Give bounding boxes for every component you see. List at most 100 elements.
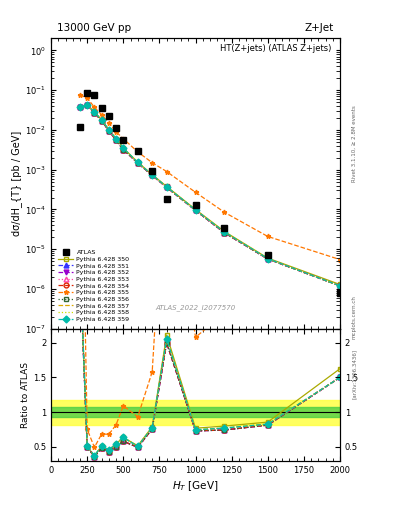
Pythia 6.428 350 bbox=[92, 109, 97, 115]
Pythia 6.428 350 bbox=[107, 127, 111, 133]
Pythia 6.428 352 bbox=[222, 230, 227, 236]
Pythia 6.428 359 bbox=[164, 184, 169, 190]
Pythia 6.428 353 bbox=[107, 127, 111, 134]
Pythia 6.428 350 bbox=[99, 117, 104, 123]
Pythia 6.428 354 bbox=[222, 230, 227, 236]
Pythia 6.428 354 bbox=[114, 137, 118, 143]
Line: ATLAS: ATLAS bbox=[77, 90, 343, 296]
Pythia 6.428 358 bbox=[164, 184, 169, 190]
Pythia 6.428 351 bbox=[114, 137, 118, 143]
Y-axis label: Ratio to ATLAS: Ratio to ATLAS bbox=[21, 362, 30, 428]
ATLAS bbox=[150, 167, 154, 174]
Text: Rivet 3.1.10, ≥ 2.8M events: Rivet 3.1.10, ≥ 2.8M events bbox=[352, 105, 357, 182]
Pythia 6.428 355 bbox=[193, 189, 198, 196]
Pythia 6.428 357 bbox=[85, 102, 90, 108]
Pythia 6.428 352 bbox=[121, 146, 126, 153]
ATLAS bbox=[107, 113, 111, 119]
ATLAS bbox=[114, 125, 118, 132]
Pythia 6.428 357 bbox=[193, 207, 198, 213]
Pythia 6.428 352 bbox=[150, 173, 154, 179]
Pythia 6.428 355 bbox=[121, 136, 126, 142]
Line: Pythia 6.428 359: Pythia 6.428 359 bbox=[77, 102, 342, 288]
Pythia 6.428 355 bbox=[136, 149, 140, 155]
Line: Pythia 6.428 355: Pythia 6.428 355 bbox=[77, 93, 342, 262]
Pythia 6.428 352 bbox=[99, 118, 104, 124]
Line: Pythia 6.428 354: Pythia 6.428 354 bbox=[77, 103, 342, 288]
Pythia 6.428 353 bbox=[222, 230, 227, 236]
Pythia 6.428 353 bbox=[99, 118, 104, 124]
Pythia 6.428 355 bbox=[114, 129, 118, 135]
Pythia 6.428 353 bbox=[78, 104, 83, 111]
Pythia 6.428 356 bbox=[78, 104, 83, 111]
Pythia 6.428 352 bbox=[338, 283, 342, 289]
Pythia 6.428 352 bbox=[114, 137, 118, 143]
Pythia 6.428 357 bbox=[136, 159, 140, 165]
Pythia 6.428 352 bbox=[193, 207, 198, 214]
Pythia 6.428 354 bbox=[136, 160, 140, 166]
Pythia 6.428 359 bbox=[136, 159, 140, 165]
Pythia 6.428 359 bbox=[193, 207, 198, 213]
Pythia 6.428 354 bbox=[150, 173, 154, 179]
Pythia 6.428 352 bbox=[92, 110, 97, 116]
Pythia 6.428 353 bbox=[338, 283, 342, 289]
Pythia 6.428 352 bbox=[85, 102, 90, 108]
Pythia 6.428 350 bbox=[150, 172, 154, 178]
Pythia 6.428 351 bbox=[222, 230, 227, 236]
Pythia 6.428 350 bbox=[114, 136, 118, 142]
Line: Pythia 6.428 358: Pythia 6.428 358 bbox=[80, 105, 340, 286]
Pythia 6.428 355 bbox=[338, 257, 342, 263]
Line: Pythia 6.428 350: Pythia 6.428 350 bbox=[77, 102, 342, 287]
Pythia 6.428 357 bbox=[265, 255, 270, 262]
Legend: ATLAS, Pythia 6.428 350, Pythia 6.428 351, Pythia 6.428 352, Pythia 6.428 353, P: ATLAS, Pythia 6.428 350, Pythia 6.428 35… bbox=[55, 247, 132, 325]
Pythia 6.428 359 bbox=[150, 172, 154, 178]
ATLAS bbox=[78, 124, 83, 130]
Pythia 6.428 355 bbox=[150, 160, 154, 166]
Pythia 6.428 356 bbox=[99, 118, 104, 124]
Line: Pythia 6.428 353: Pythia 6.428 353 bbox=[77, 103, 342, 288]
Pythia 6.428 358 bbox=[222, 229, 227, 235]
Pythia 6.428 357 bbox=[107, 127, 111, 133]
Line: Pythia 6.428 357: Pythia 6.428 357 bbox=[80, 105, 340, 286]
Pythia 6.428 359 bbox=[121, 145, 126, 151]
Pythia 6.428 354 bbox=[107, 127, 111, 134]
Text: Z+Jet: Z+Jet bbox=[305, 23, 334, 33]
Pythia 6.428 351 bbox=[92, 110, 97, 116]
Pythia 6.428 355 bbox=[107, 120, 111, 126]
Pythia 6.428 351 bbox=[85, 102, 90, 108]
Pythia 6.428 357 bbox=[150, 172, 154, 178]
ATLAS bbox=[164, 196, 169, 202]
Pythia 6.428 353 bbox=[136, 160, 140, 166]
Pythia 6.428 351 bbox=[99, 118, 104, 124]
Pythia 6.428 353 bbox=[193, 207, 198, 214]
Pythia 6.428 358 bbox=[265, 255, 270, 262]
Pythia 6.428 357 bbox=[78, 104, 83, 110]
Pythia 6.428 358 bbox=[107, 127, 111, 133]
Pythia 6.428 358 bbox=[121, 145, 126, 151]
Line: Pythia 6.428 352: Pythia 6.428 352 bbox=[77, 103, 342, 288]
Pythia 6.428 359 bbox=[99, 117, 104, 123]
Pythia 6.428 358 bbox=[193, 207, 198, 213]
Pythia 6.428 359 bbox=[338, 283, 342, 289]
ATLAS bbox=[136, 147, 140, 154]
Pythia 6.428 355 bbox=[78, 92, 83, 98]
Pythia 6.428 353 bbox=[265, 256, 270, 262]
Pythia 6.428 351 bbox=[338, 283, 342, 289]
Pythia 6.428 352 bbox=[265, 256, 270, 262]
Pythia 6.428 357 bbox=[338, 283, 342, 289]
Pythia 6.428 352 bbox=[78, 104, 83, 111]
Pythia 6.428 356 bbox=[150, 173, 154, 179]
Pythia 6.428 358 bbox=[150, 172, 154, 178]
Pythia 6.428 353 bbox=[121, 146, 126, 153]
Pythia 6.428 358 bbox=[338, 283, 342, 289]
Pythia 6.428 354 bbox=[338, 283, 342, 289]
Pythia 6.428 352 bbox=[107, 127, 111, 134]
Pythia 6.428 356 bbox=[107, 127, 111, 134]
Pythia 6.428 355 bbox=[222, 209, 227, 216]
Pythia 6.428 355 bbox=[265, 233, 270, 240]
Pythia 6.428 350 bbox=[78, 104, 83, 110]
Text: mcplots.cern.ch: mcplots.cern.ch bbox=[352, 295, 357, 339]
Pythia 6.428 355 bbox=[164, 168, 169, 175]
Text: [arXiv:1306.3436]: [arXiv:1306.3436] bbox=[352, 349, 357, 399]
Pythia 6.428 356 bbox=[114, 137, 118, 143]
Pythia 6.428 354 bbox=[265, 256, 270, 262]
